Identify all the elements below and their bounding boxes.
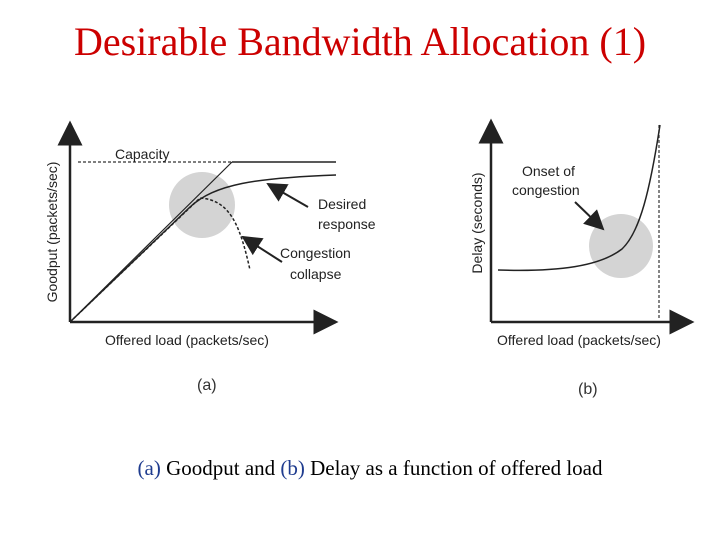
onset-label-line1: Onset of	[522, 163, 575, 179]
desired-label-line1: Desired	[318, 196, 366, 212]
caption-text-b: Delay as a function of offered load	[304, 456, 603, 480]
panel-a-y-label: Goodput (packets/sec)	[44, 162, 60, 303]
caption-tag-a: (a)	[137, 456, 161, 480]
panel-b-y-label: Delay (seconds)	[469, 172, 485, 273]
panel-a-highlight-circle	[169, 172, 235, 238]
desired-label-line2: response	[318, 216, 376, 232]
collapse-label-line2: collapse	[290, 266, 342, 282]
panel-b-x-label: Offered load (packets/sec)	[497, 332, 661, 348]
congestion-collapse-curve	[69, 197, 251, 323]
capacity-label: Capacity	[115, 146, 169, 162]
panel-b-sublabel: (b)	[578, 381, 598, 398]
figure-caption: (a) Goodput and (b) Delay as a function …	[0, 456, 720, 481]
panel-b-highlight-circle	[589, 214, 653, 278]
panel-a-sublabel: (a)	[197, 377, 217, 394]
panel-a-goodput: Capacity Desired response Congestion col…	[44, 120, 376, 394]
onset-label-line2: congestion	[512, 182, 580, 198]
onset-arrow	[574, 201, 605, 231]
caption-text-a: Goodput and	[160, 456, 281, 480]
caption-tag-b: (b)	[280, 456, 305, 480]
delay-curve	[497, 124, 661, 272]
collapse-label-line1: Congestion	[280, 245, 351, 261]
desired-response-arrow	[266, 183, 309, 208]
panel-a-x-label: Offered load (packets/sec)	[105, 332, 269, 348]
congestion-collapse-arrow	[241, 235, 283, 263]
panel-b-delay: Onset of congestion Offered load (packet…	[469, 118, 695, 398]
slide-title: Desirable Bandwidth Allocation (1)	[73, 19, 647, 64]
